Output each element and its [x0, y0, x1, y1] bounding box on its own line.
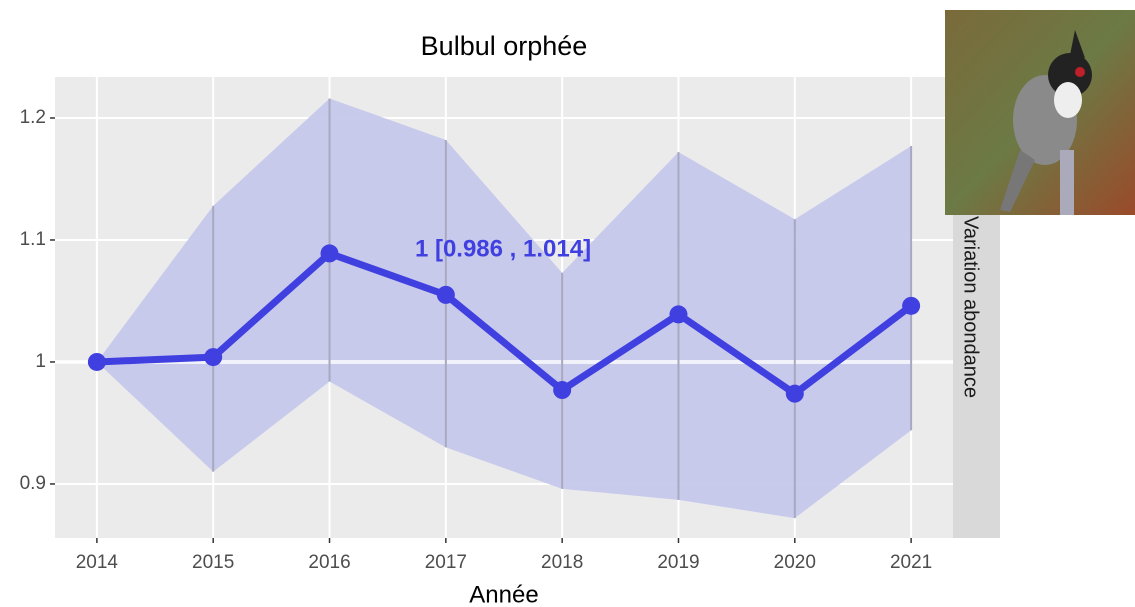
- x-tick-label: 2019: [657, 552, 699, 573]
- y-tick-label: 1.2: [20, 107, 46, 128]
- y-tick-label: 1.1: [20, 229, 46, 250]
- point: [669, 305, 688, 324]
- y-tick-label: 0.9: [20, 473, 46, 494]
- annotation: 1 [0.986 , 1.014]: [415, 235, 591, 262]
- line: [96, 249, 914, 398]
- strip-label: Variation abondance: [960, 216, 982, 398]
- confidence-band: [96, 98, 912, 519]
- x-tick-label: 2014: [76, 552, 119, 573]
- point: [204, 348, 223, 367]
- point: [553, 381, 572, 400]
- y-tick-label: 1: [35, 351, 46, 372]
- x-axis-title: Année: [469, 581, 538, 607]
- x-tick-label: 2015: [192, 552, 234, 573]
- point: [902, 296, 921, 315]
- point: [87, 352, 106, 371]
- x-tick-label: 2018: [541, 552, 583, 573]
- x-tick-label: 2016: [308, 552, 350, 573]
- x-tick-label: 2017: [425, 552, 467, 573]
- chart-title: Bulbul orphée: [421, 31, 588, 61]
- point: [320, 244, 339, 263]
- point: [436, 285, 455, 304]
- bird-photo: [945, 10, 1135, 215]
- x-tick-label: 2020: [774, 552, 816, 573]
- point: [785, 384, 804, 403]
- x-tick-label: 2021: [890, 552, 932, 573]
